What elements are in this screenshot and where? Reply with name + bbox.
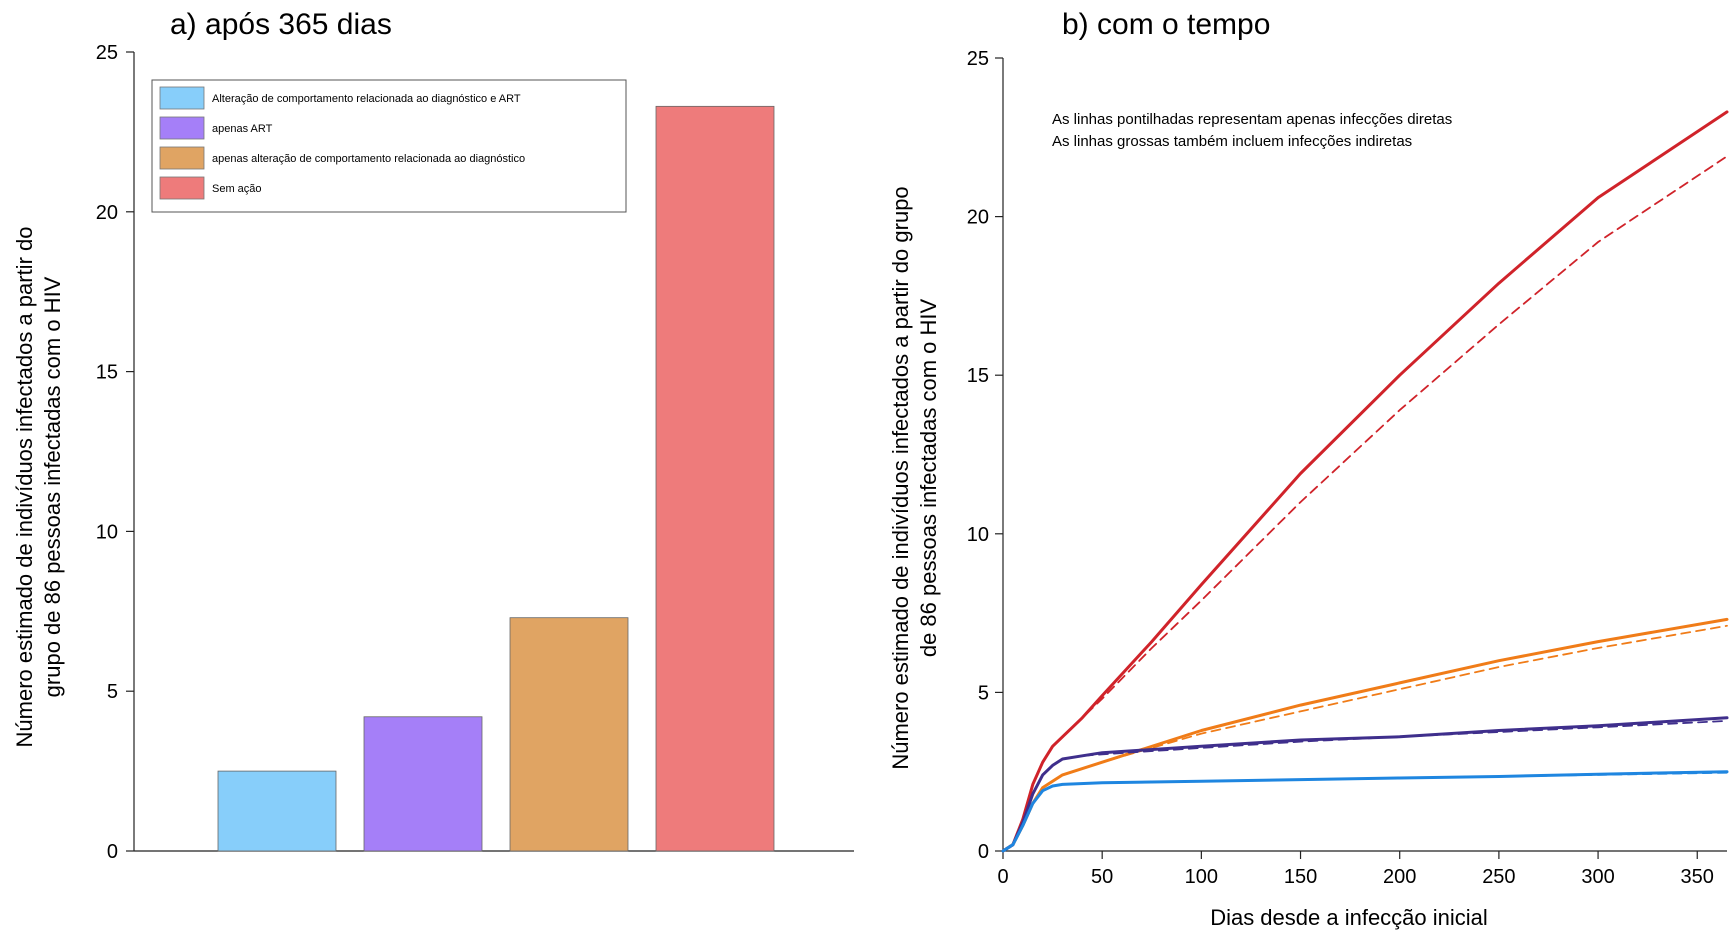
series-line-6-dashed bbox=[1002, 720, 1728, 852]
panel-b-xtick-label: 0 bbox=[997, 866, 1008, 888]
panel-b-ytick-label: 5 bbox=[978, 682, 989, 704]
series-line-3-solid bbox=[1001, 617, 1729, 853]
legend-entries: Alteração de comportamento relacionada a… bbox=[159, 86, 525, 200]
bar-2 bbox=[363, 716, 483, 852]
legend-swatch-2 bbox=[159, 116, 205, 140]
panel-a-title: a) após 365 dias bbox=[170, 8, 392, 41]
panel-b-ytick-label: 0 bbox=[978, 841, 989, 863]
legend-label-3: apenas alteração de comportamento relaci… bbox=[212, 153, 525, 165]
panel-a-ylabel-line2: grupo de 86 pessoas infectadas com o HIV bbox=[40, 276, 65, 697]
legend-label-1: Alteração de comportamento relacionada a… bbox=[212, 93, 521, 105]
panel-b-ytick-label: 15 bbox=[967, 365, 989, 387]
panel-b-xtick-label: 250 bbox=[1482, 866, 1515, 888]
legend-label-4: Sem ação bbox=[212, 183, 262, 195]
panel-b-title: b) com o tempo bbox=[1062, 8, 1270, 41]
legend-swatch-4 bbox=[159, 176, 205, 200]
annotation-solid: As linhas grossas também incluem infecçõ… bbox=[1052, 133, 1412, 150]
panel-a-ylabel: Número estimado de indivíduos infectados… bbox=[12, 227, 65, 748]
panel-b: b) com o tempo Número estimado de indiví… bbox=[888, 8, 1729, 930]
panel-b-xtick-label: 50 bbox=[1091, 866, 1113, 888]
series-line-5-solid bbox=[1001, 716, 1729, 853]
legend-box bbox=[151, 79, 627, 213]
panel-b-x-ticks: 0 50 100 150 200 250 300 350 bbox=[997, 851, 1714, 888]
panel-b-ytick-label: 10 bbox=[967, 524, 989, 546]
series-line-1-solid bbox=[1001, 110, 1729, 853]
panel-a-ylabel-line1: Número estimado de indivíduos infectados… bbox=[12, 227, 37, 748]
panel-a-ytick-label: 25 bbox=[96, 42, 118, 64]
panel-b-xtick-label: 150 bbox=[1284, 866, 1317, 888]
legend-label-2: apenas ART bbox=[212, 123, 273, 135]
panel-b-xtick-label: 350 bbox=[1681, 866, 1714, 888]
panel-b-xtick-label: 300 bbox=[1581, 866, 1614, 888]
panel-b-xtick-label: 100 bbox=[1185, 866, 1218, 888]
panel-a-ytick-label: 5 bbox=[107, 681, 118, 703]
panel-b-ylabel-line1: Número estimado de indivíduos infectados… bbox=[888, 186, 913, 769]
panel-a-legend: Alteração de comportamento relacionada a… bbox=[151, 79, 627, 213]
panel-b-xtick-label: 200 bbox=[1383, 866, 1416, 888]
panel-a-ytick-label: 10 bbox=[96, 521, 118, 543]
panel-a-y-ticks: 0 5 10 15 20 25 bbox=[96, 42, 134, 863]
panel-a-ytick-label: 0 bbox=[107, 841, 118, 863]
panel-a-bars bbox=[217, 105, 775, 852]
series-line-7-solid bbox=[1001, 770, 1729, 853]
annotation-dashed: As linhas pontilhadas representam apenas… bbox=[1052, 111, 1452, 128]
panel-a-ytick-label: 15 bbox=[96, 362, 118, 384]
bar-3 bbox=[509, 617, 629, 852]
legend-swatch-1 bbox=[159, 86, 205, 110]
panel-b-lines bbox=[1001, 110, 1729, 853]
panel-b-ytick-label: 25 bbox=[967, 48, 989, 70]
panel-b-ytick-label: 20 bbox=[967, 207, 989, 229]
bar-4 bbox=[655, 105, 775, 852]
panel-a-ytick-label: 20 bbox=[96, 202, 118, 224]
panel-b-ylabel: Número estimado de indivíduos infectados… bbox=[888, 186, 941, 769]
panel-a: a) após 365 dias Número estimado de indi… bbox=[12, 8, 854, 863]
panel-b-y-ticks: 0 5 10 15 20 25 bbox=[967, 48, 1003, 863]
series-line-8-dashed bbox=[1002, 771, 1728, 852]
panel-b-ylabel-line2: de 86 pessoas infectadas com o HIV bbox=[916, 299, 941, 658]
series-line-2-dashed bbox=[1002, 155, 1728, 852]
bar-1 bbox=[217, 770, 337, 852]
legend-swatch-3 bbox=[159, 146, 205, 170]
panel-b-xlabel: Dias desde a infecção inicial bbox=[1210, 905, 1488, 930]
